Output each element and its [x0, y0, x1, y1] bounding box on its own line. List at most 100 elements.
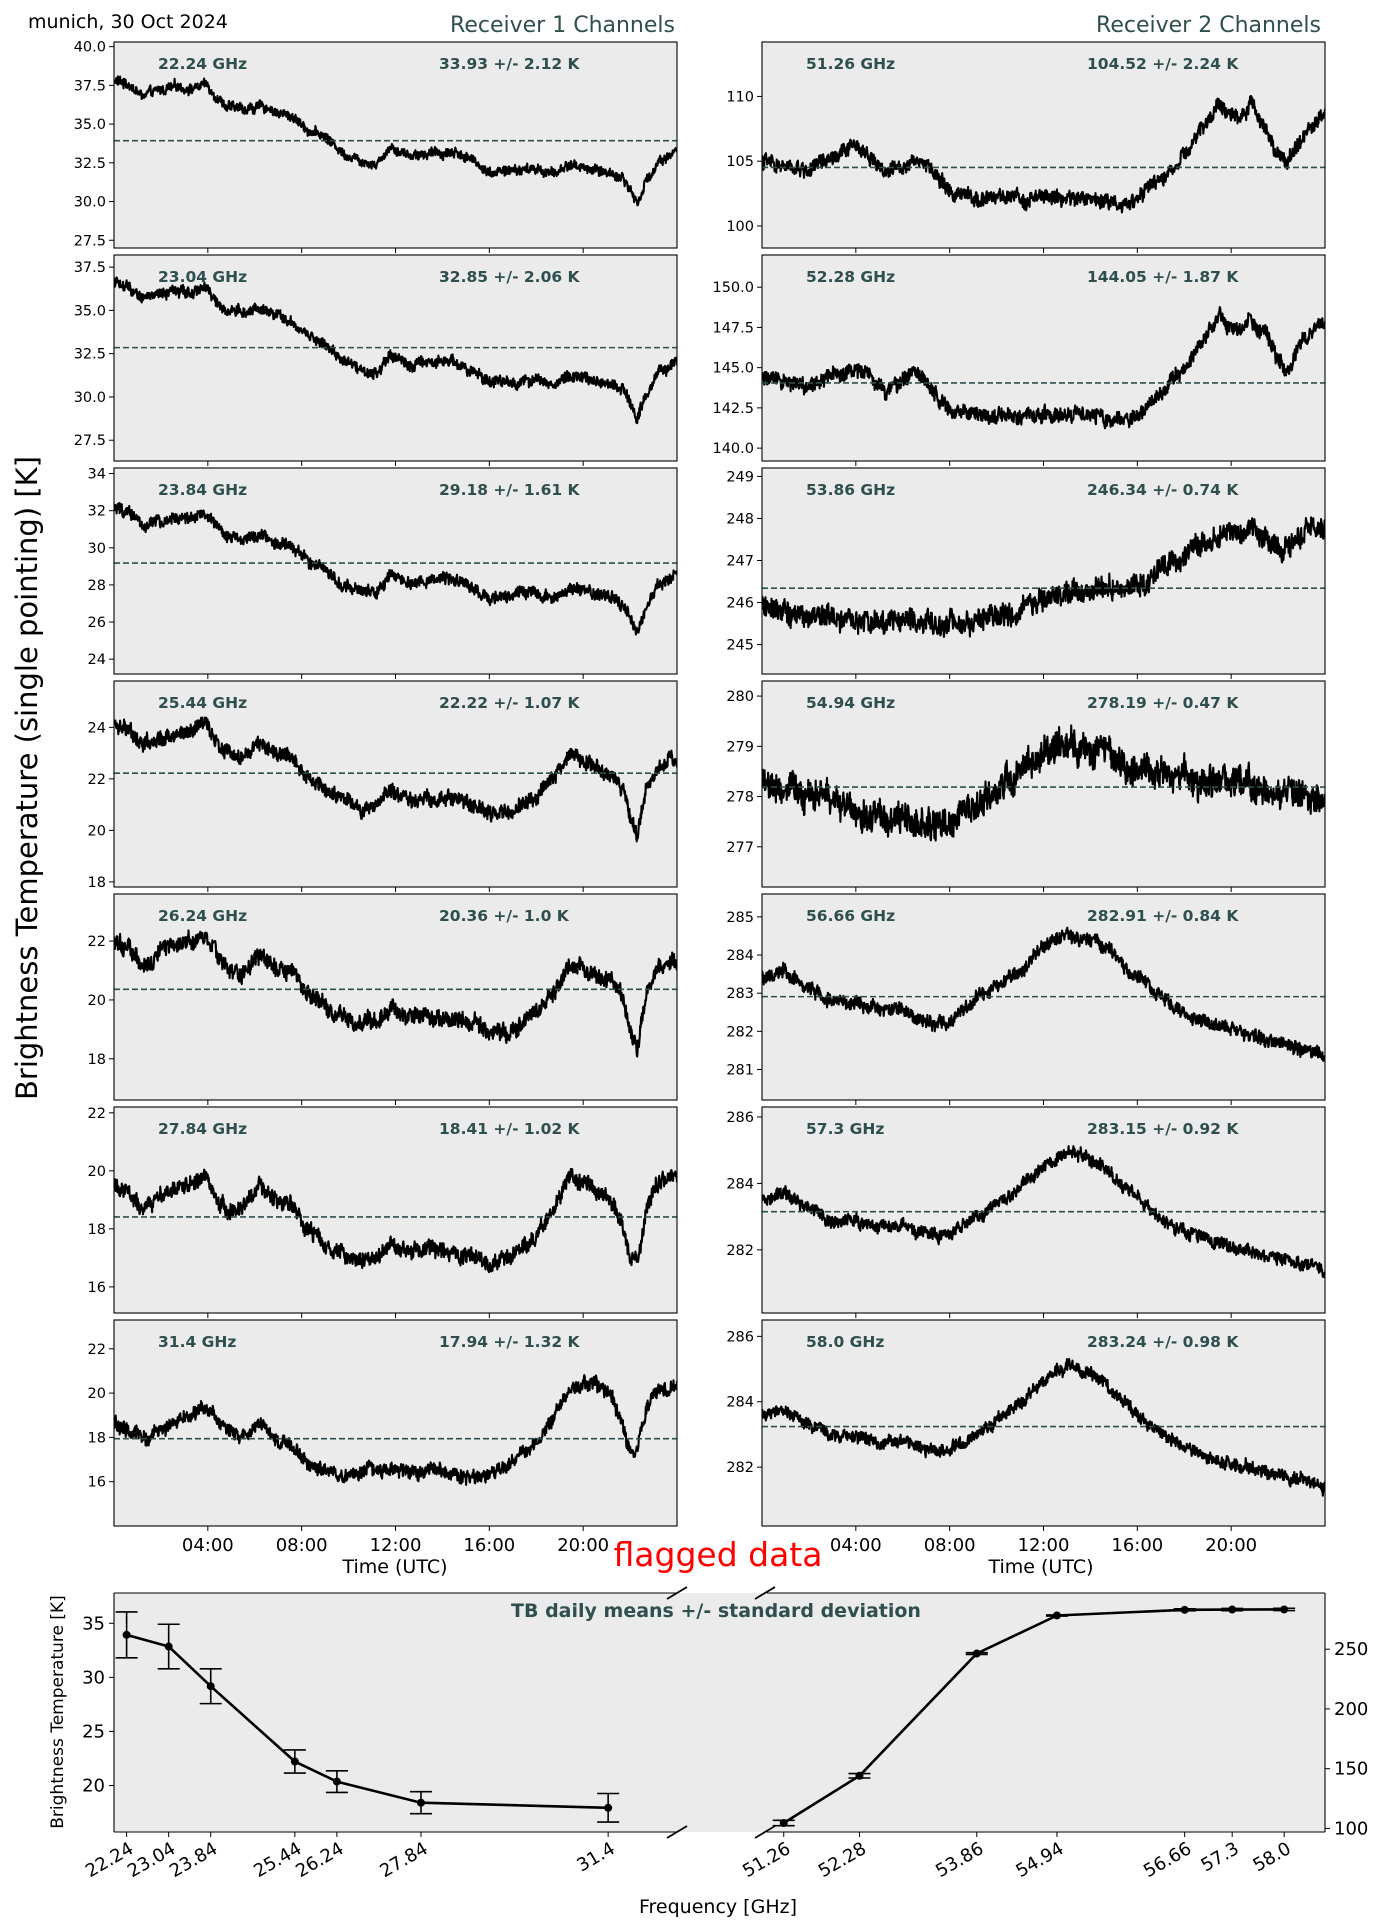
axis-break-mark [754, 1825, 776, 1839]
y-tick-label: 32.5 [74, 347, 106, 363]
y-tick-label: 282 [726, 1243, 754, 1259]
frequency-label: 51.26 GHz [806, 55, 895, 73]
site-date-label: munich, 30 Oct 2024 [28, 11, 228, 33]
time-tick-label: 08:00 [924, 1535, 976, 1556]
frequency-label: 23.04 GHz [158, 268, 247, 286]
y-tick-label: 35.0 [74, 303, 106, 319]
frequency-label: 26.24 GHz [158, 907, 247, 925]
channel-panel-26-24ghz: 18 20 22 26.24 GHz 20.36 +/- 1.0 K [88, 893, 678, 1105]
y-tick-label: 32 [88, 504, 106, 520]
time-tick-label: 20:00 [1205, 1535, 1257, 1556]
y-tick-label: 145.0 [712, 361, 754, 377]
time-tick-label: 12:00 [1018, 1535, 1070, 1556]
y-tick-label: 20 [88, 993, 106, 1009]
mean-point-receiver2 [1052, 1611, 1061, 1620]
y-tick-label: 24 [88, 720, 106, 736]
summary-background-right [757, 1593, 1325, 1832]
y-tick-label: 284 [726, 1176, 754, 1192]
frequency-label: 56.66 GHz [806, 907, 895, 925]
y-tick-label: 284 [726, 948, 754, 964]
stats-label: 18.41 +/- 1.02 K [439, 1120, 581, 1138]
stats-label: 246.34 +/- 0.74 K [1087, 481, 1239, 499]
frequency-tick-label: 51.26 [739, 1838, 794, 1882]
mean-point-receiver1 [206, 1682, 215, 1691]
data-trace [762, 724, 1325, 842]
y-tick-label: 278 [726, 790, 754, 806]
stats-label: 17.94 +/- 1.32 K [439, 1333, 581, 1351]
y-tick-label: 16 [88, 1475, 106, 1491]
channel-panel-23-84ghz: 24 26 28 30 32 34 23.84 GHz 29.18 +/- 1.61 K [88, 467, 678, 679]
stats-label: 278.19 +/- 0.47 K [1087, 694, 1239, 712]
panel-background [762, 255, 1325, 461]
y-tick-label: 285 [726, 910, 754, 926]
data-trace [114, 1167, 677, 1274]
data-trace [114, 501, 677, 636]
stats-label: 283.15 +/- 0.92 K [1087, 1120, 1239, 1138]
frequency-label: 57.3 GHz [806, 1120, 884, 1138]
y-tick-label: 286 [726, 1110, 754, 1126]
panel-background [762, 1107, 1325, 1313]
mean-point-receiver1 [417, 1798, 426, 1807]
stats-label: 144.05 +/- 1.87 K [1087, 268, 1239, 286]
data-trace [762, 306, 1325, 430]
frequency-tick-label: 58.0 [1249, 1838, 1294, 1876]
y-tick-label: 22 [88, 934, 106, 950]
y-tick-label: 281 [726, 1062, 754, 1078]
summary-background-left [114, 1593, 687, 1832]
frequency-tick-label: 26.24 [292, 1838, 347, 1882]
y-tick-label: 20 [88, 823, 106, 839]
data-trace [114, 1374, 677, 1486]
channel-panel-53-86ghz: 245 246 247 248 249 53.86 GHz 246.34 +/- 0.74 … [726, 467, 1326, 679]
frequency-label: 58.0 GHz [806, 1333, 884, 1351]
y-tick-label: 282 [726, 1460, 754, 1476]
data-trace [762, 516, 1325, 638]
y-tick-label: 26 [88, 615, 106, 631]
channel-panel-58-0ghz: 282 284 286 58.0 GHz 283.24 +/- 0.98 K [726, 1319, 1326, 1531]
y-tick-label: 27.5 [74, 233, 106, 249]
mean-point-receiver2 [1280, 1605, 1289, 1614]
stats-label: 283.24 +/- 0.98 K [1087, 1333, 1239, 1351]
mean-point-receiver2 [779, 1819, 788, 1828]
frequency-tick-label: 57.3 [1197, 1838, 1242, 1876]
frequency-tick-label: 53.86 [932, 1838, 987, 1882]
y-tick-label: 20 [88, 1386, 106, 1402]
time-tick-label: 16:00 [1111, 1535, 1163, 1556]
panel-background [114, 681, 677, 887]
data-trace [762, 1145, 1325, 1279]
summary-break-gap [687, 1593, 757, 1832]
channel-panel-31-4ghz: 16 18 20 22 31.4 GHz 17.94 +/- 1.32 K [88, 1319, 678, 1531]
y-tick-label: 37.5 [74, 260, 106, 276]
frequency-tick-label: 31.4 [573, 1838, 618, 1876]
panel-background [114, 468, 677, 674]
y-tick-label: 150.0 [712, 280, 754, 296]
x-axis-label-receiver2: Time (UTC) [987, 1556, 1093, 1578]
x-axis-label-receiver1: Time (UTC) [341, 1556, 447, 1578]
time-series-panels: 27.5 30.0 32.5 35.0 37.5 40.0 22.24 GHz 33.93 +… [74, 40, 1326, 1556]
channel-panel-56-66ghz: 281 282 283 284 285 56.66 GHz 282.91 +/- 0.84 … [726, 893, 1326, 1105]
data-trace [114, 75, 677, 207]
panel-background [114, 1320, 677, 1526]
y-tick-label: 284 [726, 1395, 754, 1411]
y-tick-label: 249 [726, 469, 754, 485]
y-tick-label: 246 [726, 596, 754, 612]
y-tick-label: 248 [726, 511, 754, 527]
channel-panel-25-44ghz: 18 20 22 24 25.44 GHz 22.22 +/- 1.07 K [88, 680, 678, 892]
y-tick-label: 32.5 [74, 156, 106, 172]
left-y-tick-label: 20 [82, 1775, 105, 1796]
frequency-tick-label: 52.28 [815, 1838, 870, 1882]
y-tick-label: 30.0 [74, 390, 106, 406]
panel-background [762, 468, 1325, 674]
panel-background [762, 1320, 1325, 1526]
panel-background [114, 42, 677, 248]
y-tick-label: 30 [88, 541, 106, 557]
y-tick-label: 18 [88, 875, 106, 891]
time-tick-label: 12:00 [370, 1535, 422, 1556]
frequency-label: 53.86 GHz [806, 481, 895, 499]
mean-point-receiver1 [122, 1630, 131, 1639]
frequency-label: 31.4 GHz [158, 1333, 236, 1351]
stats-label: 32.85 +/- 2.06 K [439, 268, 581, 286]
data-trace [114, 276, 677, 425]
axis-break-mark [666, 1825, 688, 1839]
summary-title: TB daily means +/- standard deviation [511, 1600, 921, 1622]
